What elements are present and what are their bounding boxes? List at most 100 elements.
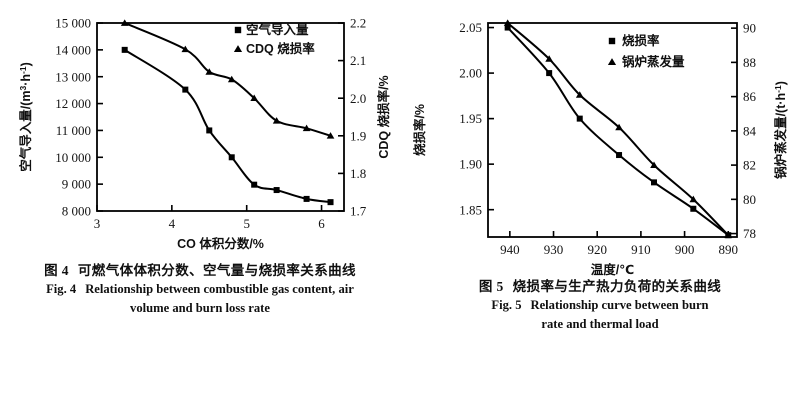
- legend-marker-triangle: [607, 58, 617, 66]
- figure-4-right-y-axis-title: CDQ 烧损率/%: [376, 75, 391, 158]
- figure-5-caption-cn: 图 5 烧损率与生产热力负荷的关系曲线: [400, 278, 800, 296]
- data-point-triangle: [503, 19, 512, 26]
- x-tick-label: 910: [631, 242, 651, 257]
- figure-4-x-axis-title: CO 体积分数/%: [177, 236, 264, 251]
- figure-4-x-axis: 3 4 5 6: [94, 205, 325, 231]
- legend-label: 锅炉蒸发量: [622, 54, 685, 69]
- figure-5-series-steam-output: [503, 19, 733, 239]
- figure-4-right-axis: 2.2 2.1 2.0 1.9 1.8 1.7: [338, 16, 367, 219]
- data-point-triangle: [650, 161, 658, 168]
- legend-label: 空气导入量: [246, 22, 309, 37]
- figure-4-en-line2: volume and burn loss rate: [130, 301, 270, 316]
- figure-4-plot-area: 15 000 14 000 13 000 12 000 11 000 10 000 9 00…: [0, 0, 400, 262]
- figure-4-legend: 空气导入量 CDQ 烧损率: [233, 22, 315, 56]
- figure-5-right-y-axis-title: 锅炉蒸发量/(t·h-1): [773, 81, 788, 179]
- figure-5-en-label: Fig. 5: [491, 298, 522, 313]
- figure-4-caption-en: Fig. 4 Relationship between combustible g…: [0, 280, 400, 318]
- data-point-triangle: [326, 132, 335, 139]
- right-y-tick-label: 1.8: [350, 166, 366, 181]
- legend-marker-triangle: [233, 45, 243, 53]
- data-point-triangle: [227, 75, 236, 83]
- figure-4: 15 000 14 000 13 000 12 000 11 000 10 000 9 00…: [0, 0, 400, 318]
- right-y-tick-label: 82: [743, 158, 756, 173]
- figure-5-caption: 图 5 烧损率与生产热力负荷的关系曲线 Fig. 5 Relationship cu…: [400, 278, 800, 334]
- data-point-triangle: [575, 91, 584, 98]
- data-point-square: [546, 70, 553, 77]
- data-point-triangle: [250, 94, 259, 102]
- left-y-tick-label: 1.85: [459, 202, 482, 217]
- x-tick-label: 890: [719, 242, 739, 257]
- left-y-tick-label: 2.05: [459, 20, 482, 35]
- x-tick-label: 940: [500, 242, 520, 257]
- figure-5-x-axis: 940 930 920 910 900 890: [500, 231, 738, 257]
- figure-4-axes-frame: [96, 22, 345, 212]
- right-y-tick-label: 84: [743, 123, 757, 138]
- figure-5-cn-text: 烧损率与生产热力负荷的关系曲线: [512, 279, 722, 294]
- data-point-square: [651, 179, 657, 186]
- figure-5-en-line1-row: Fig. 5 Relationship curve between burn: [400, 296, 800, 315]
- x-tick-label: 920: [587, 242, 607, 257]
- right-y-tick-label: 2.1: [350, 53, 366, 68]
- data-point-triangle: [120, 19, 129, 26]
- data-point-triangle: [205, 68, 214, 75]
- x-tick-label: 3: [94, 216, 101, 231]
- data-point-square: [206, 127, 213, 134]
- x-tick-label: 5: [243, 216, 250, 231]
- right-y-tick-label: 1.7: [350, 204, 367, 219]
- data-point-triangle: [615, 123, 623, 131]
- data-point-square: [303, 195, 310, 202]
- right-y-tick-label: 90: [743, 21, 756, 36]
- figure-4-chart: 15 000 14 000 13 000 12 000 11 000 10 000 9 00…: [18, 16, 391, 251]
- data-point-square: [251, 181, 258, 188]
- x-tick-label: 930: [544, 242, 564, 257]
- left-y-tick-label: 13 000: [55, 69, 91, 84]
- left-y-tick-label: 11 000: [56, 123, 91, 138]
- figure-5-right-axis: 90 88 86 84 82 80 78: [731, 21, 757, 241]
- figure-5-chart: 2.05 2.00 1.95 1.90 1.85 90 88 86 84 82 80 78 940 930…: [412, 19, 788, 277]
- right-y-tick-label: 86: [743, 89, 757, 104]
- figure-4-caption-cn: 图 4 可燃气体体积分数、空气量与烧损率关系曲线: [0, 262, 400, 280]
- data-point-square: [690, 205, 697, 212]
- left-y-tick-label: 8 000: [62, 204, 91, 219]
- left-y-tick-label: 9 000: [62, 177, 91, 192]
- right-y-tick-label: 1.9: [350, 128, 366, 143]
- data-point-square: [504, 24, 511, 31]
- figure-4-caption: 图 4 可燃气体体积分数、空气量与烧损率关系曲线 Fig. 4 Relationsh…: [0, 262, 400, 318]
- figure-5-x-axis-title: 温度/℃: [591, 262, 635, 277]
- left-y-tick-label: 12 000: [55, 96, 91, 111]
- left-y-tick-label: 2.00: [459, 66, 482, 81]
- data-point-triangle: [724, 231, 733, 239]
- data-point-square: [616, 152, 623, 159]
- figure-4-left-y-axis-title: 空气导入量/(m3·h-1): [18, 62, 33, 172]
- data-point-square: [576, 115, 583, 122]
- left-y-tick-label: 15 000: [55, 16, 91, 31]
- left-y-tick-label: 1.95: [459, 111, 482, 126]
- figure-5-caption-en: Fig. 5 Relationship curve between burn ra…: [400, 296, 800, 334]
- data-point-triangle: [689, 195, 698, 203]
- figure-5-plot-area: 2.05 2.00 1.95 1.90 1.85 90 88 86 84 82 80 78 940 930…: [400, 0, 800, 277]
- legend-label: 烧损率: [622, 33, 660, 48]
- figure-4-en-label: Fig. 4: [46, 282, 77, 297]
- data-point-triangle: [181, 45, 190, 53]
- figure-4-series-burn-rate: [120, 19, 335, 139]
- right-y-tick-label: 80: [743, 192, 756, 207]
- plot-frame: [487, 22, 738, 238]
- figure-4-cn-label: 图 4: [44, 263, 69, 278]
- left-y-tick-label: 14 000: [55, 42, 91, 57]
- figure-5-en-line1: Relationship curve between burn: [530, 298, 709, 313]
- right-y-tick-label: 78: [743, 226, 756, 241]
- figure-4-series-air-volume: [121, 46, 334, 206]
- data-point-triangle: [272, 117, 281, 124]
- data-point-square: [327, 199, 334, 206]
- data-point-square: [182, 86, 189, 93]
- series-line: [506, 26, 730, 237]
- left-y-tick-label: 1.90: [459, 157, 482, 172]
- data-point-triangle: [302, 124, 311, 132]
- right-y-tick-label: 88: [743, 55, 756, 70]
- figure-4-en-line1: Relationship between combustible gas con…: [85, 282, 354, 297]
- figure-4-left-axis: 15 000 14 000 13 000 12 000 11 000 10 000 9 00…: [55, 16, 103, 219]
- legend-marker-square: [234, 26, 242, 34]
- right-y-tick-label: 2.0: [350, 91, 366, 106]
